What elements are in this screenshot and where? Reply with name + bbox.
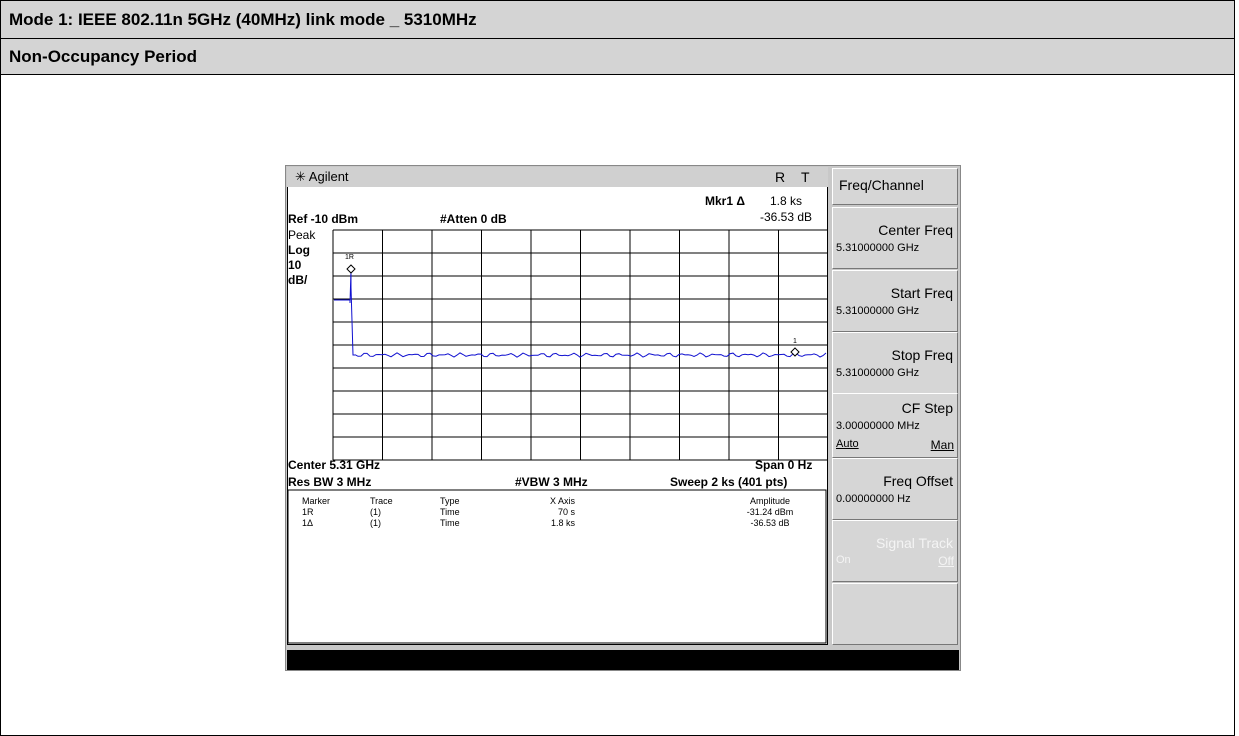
graticule: 1R 1 bbox=[287, 229, 828, 644]
softkey-option: On bbox=[836, 554, 851, 566]
sweep: Sweep 2 ks (401 pts) bbox=[670, 475, 788, 489]
brand-text: Agilent bbox=[308, 169, 349, 184]
softkey[interactable]: Freq Offset 0.00000000 Hz bbox=[832, 458, 958, 520]
detector: Peak bbox=[288, 228, 316, 242]
softkey[interactable]: CF Step 3.00000000 MHz Auto Man bbox=[832, 393, 958, 458]
softkey-value: 5.31000000 GHz bbox=[836, 367, 920, 379]
softkey-blank[interactable] bbox=[832, 583, 958, 645]
table-cell: Trace bbox=[370, 496, 393, 506]
trace-noise bbox=[354, 352, 827, 358]
title-row: Mode 1: IEEE 802.11n 5GHz (40MHz) link m… bbox=[0, 0, 1235, 39]
softkey-label: Center Freq bbox=[878, 222, 953, 238]
table-cell: 1Δ bbox=[302, 518, 314, 528]
softkey[interactable]: Stop Freq 5.31000000 GHz bbox=[832, 332, 958, 394]
softkey-label: Stop Freq bbox=[891, 347, 953, 363]
rbw: Res BW 3 MHz bbox=[288, 475, 372, 489]
ref-level: Ref -10 dBm bbox=[288, 212, 359, 226]
softkey-option: Auto bbox=[836, 438, 859, 450]
table-cell: Time bbox=[440, 518, 460, 528]
softkey-label: Freq Offset bbox=[883, 473, 953, 489]
title-bar bbox=[287, 167, 828, 187]
status-t: T bbox=[801, 169, 810, 185]
marker-tag-1: 1 bbox=[793, 338, 797, 345]
table-cell: Marker bbox=[302, 496, 331, 506]
table-cell: Time bbox=[440, 507, 460, 517]
trace bbox=[334, 269, 355, 356]
subtitle-row: Non-Occupancy Period bbox=[0, 38, 1235, 75]
table-cell: (1) bbox=[370, 507, 381, 517]
display bbox=[287, 167, 828, 645]
marker-x: 1.8 ks bbox=[770, 194, 803, 208]
softkey-value: 5.31000000 GHz bbox=[836, 242, 920, 254]
softkey-label: Signal Track bbox=[875, 535, 953, 551]
title: Mode 1: IEEE 802.11n 5GHz (40MHz) link m… bbox=[9, 9, 477, 29]
status-bar bbox=[287, 650, 959, 670]
table-cell: X Axis bbox=[549, 496, 575, 506]
marker-y: -36.53 dB bbox=[760, 210, 813, 224]
menu-title: Freq/Channel bbox=[832, 168, 958, 205]
status-r: R bbox=[775, 169, 786, 185]
vbw: #VBW 3 MHz bbox=[515, 475, 588, 489]
softkey-value: 0.00000000 Hz bbox=[836, 493, 911, 505]
table-cell: Amplitude bbox=[749, 496, 791, 506]
table-box bbox=[287, 489, 827, 644]
marker-1 bbox=[790, 347, 800, 357]
center: Center 5.31 GHz bbox=[288, 458, 381, 472]
atten: #Atten 0 dB bbox=[440, 212, 507, 226]
scale-type: Log bbox=[288, 243, 310, 257]
table-cell: (1) bbox=[370, 518, 381, 528]
span: Span 0 Hz bbox=[755, 458, 813, 472]
marker-tag-1r: 1R bbox=[345, 254, 354, 261]
softkey[interactable]: Signal Track On Off bbox=[832, 520, 958, 582]
softkey-value: 5.31000000 GHz bbox=[836, 305, 920, 317]
softkey-label: CF Step bbox=[901, 400, 953, 416]
table-cell: 1R bbox=[302, 507, 314, 517]
marker-1r bbox=[346, 264, 356, 274]
table-cell: -36.53 dB bbox=[750, 518, 790, 528]
table-cell: 1.8 ks bbox=[550, 518, 575, 528]
marker-label: Mkr1 Δ bbox=[705, 194, 745, 208]
table-cell: 70 s bbox=[557, 507, 575, 517]
subtitle: Non-Occupancy Period bbox=[9, 46, 197, 66]
brand: ✳ Agilent bbox=[295, 169, 349, 184]
table-cell: Type bbox=[440, 496, 460, 506]
softkey-value: 3.00000000 MHz bbox=[836, 420, 920, 432]
table-cell: -31.24 dBm bbox=[746, 507, 794, 517]
softkey[interactable]: Center Freq 5.31000000 GHz bbox=[832, 207, 958, 269]
softkey-option: Off bbox=[938, 554, 954, 568]
softkey[interactable]: Start Freq 5.31000000 GHz bbox=[832, 270, 958, 332]
scale-value: 10 bbox=[288, 258, 302, 272]
softkey-option: Man bbox=[930, 438, 954, 452]
softkey-label: Start Freq bbox=[890, 285, 953, 301]
scale-unit: dB/ bbox=[288, 273, 308, 287]
